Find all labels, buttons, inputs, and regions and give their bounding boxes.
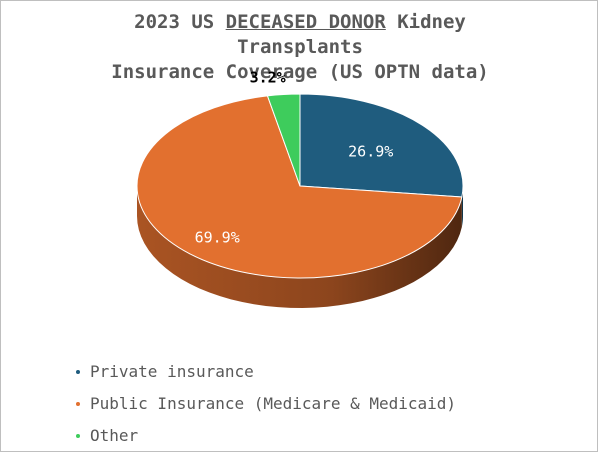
- pie-slice-private: [299, 93, 464, 198]
- title-suffix: Kidney: [385, 11, 466, 33]
- chart-title: 2023 US DECEASED DONOR Kidney Transplant…: [0, 10, 600, 85]
- pie-side-public: [137, 186, 462, 308]
- pie-slice-public: [136, 95, 463, 279]
- legend-label: Public Insurance (Medicare & Medicaid): [90, 394, 457, 413]
- title-line-2: Transplants: [237, 36, 363, 58]
- data-labels: 26.9% 69.9% 3.2%: [195, 68, 394, 246]
- legend-item-public: Public Insurance (Medicare & Medicaid): [76, 388, 456, 420]
- legend: Private insurance Public Insurance (Medi…: [76, 356, 456, 452]
- data-label-private: 26.9%: [348, 143, 393, 161]
- title-line-3: Insurance Coverage (US OPTN data): [111, 61, 489, 83]
- legend-marker: [76, 434, 80, 438]
- legend-marker: [76, 370, 80, 374]
- pie-slices: [136, 93, 464, 279]
- legend-label: Other: [90, 426, 139, 445]
- legend-marker: [76, 402, 80, 406]
- data-label-other: 3.2%: [250, 68, 286, 86]
- legend-item-other: Other: [76, 420, 456, 452]
- pie-slice-other: [266, 93, 301, 187]
- title-underlined: DECEASED DONOR: [225, 11, 386, 33]
- legend-item-private: Private insurance: [76, 356, 456, 388]
- legend-label: Private insurance: [90, 362, 254, 381]
- data-label-public: 69.9%: [195, 229, 240, 247]
- title-line-1: 2023 US DECEASED DONOR Kidney: [0, 10, 600, 35]
- title-prefix: 2023 US: [134, 11, 226, 33]
